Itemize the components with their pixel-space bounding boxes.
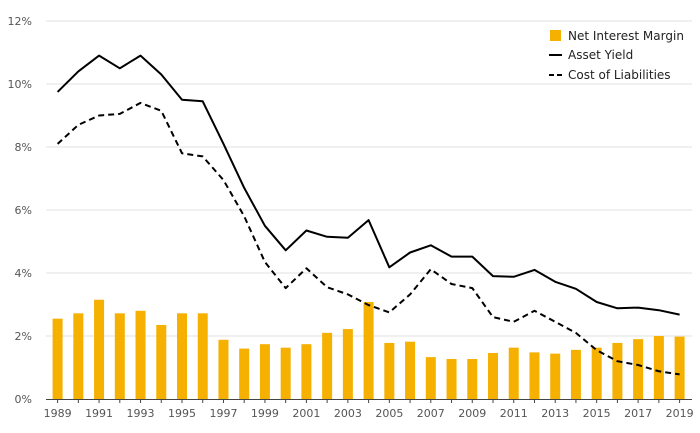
legend-label-asset-yield: Asset Yield (568, 48, 633, 62)
y-tick-label: 4% (15, 267, 32, 280)
bar-2000 (280, 347, 291, 399)
x-tick-label: 1993 (127, 407, 155, 420)
bar-1998 (239, 348, 250, 399)
x-tick-label: 1999 (251, 407, 279, 420)
bar-1994 (156, 324, 167, 399)
legend-label-net-interest-margin: Net Interest Margin (568, 29, 684, 43)
y-tick-label: 8% (15, 141, 32, 154)
bar-2003 (342, 329, 353, 399)
bar-1997 (218, 339, 229, 399)
line-cost-of-liabilities (56, 101, 680, 376)
x-tick-label: 1989 (44, 407, 72, 420)
bar-2018 (653, 336, 664, 399)
bar-1995 (177, 313, 187, 399)
bar-2002 (322, 332, 333, 399)
bar-2008 (446, 358, 457, 399)
bar-2016 (612, 342, 623, 399)
bar-1989 (52, 318, 63, 399)
bar-2004 (363, 301, 374, 399)
y-tick-label: 12% (8, 15, 32, 28)
bar-1996 (197, 313, 208, 399)
bar-1990 (73, 313, 84, 399)
gridlines (46, 20, 692, 337)
bar-2010 (488, 353, 498, 399)
bar-1993 (135, 310, 146, 399)
line-series (56, 54, 680, 376)
legend-label-cost-of-liabilities: Cost of Liabilities (568, 68, 671, 82)
bar-2015 (591, 347, 602, 399)
bar-2007 (425, 357, 436, 399)
x-tick-label: 1997 (209, 407, 237, 420)
y-tick-label: 10% (8, 78, 32, 91)
x-tick-label: 2019 (666, 407, 694, 420)
x-tick-label: 2015 (583, 407, 611, 420)
x-tick-label: 2007 (417, 407, 445, 420)
bar-2006 (405, 341, 416, 399)
bar-2014 (570, 349, 581, 399)
bar-2017 (633, 339, 644, 399)
x-tick-label: 1991 (85, 407, 113, 420)
y-tick-label: 0% (15, 393, 32, 406)
x-tick-label: 2005 (375, 407, 403, 420)
bar-1992 (114, 313, 125, 399)
x-tick-label: 2011 (500, 407, 528, 420)
bar-1991 (94, 299, 105, 399)
bar-2005 (384, 342, 395, 399)
bar-2009 (467, 358, 478, 399)
bar-2019 (674, 336, 685, 399)
x-tick-label: 2003 (334, 407, 362, 420)
x-tick-label: 2009 (458, 407, 486, 420)
bar-1999 (259, 344, 270, 399)
bar-2001 (301, 344, 312, 399)
y-tick-label: 6% (15, 204, 32, 217)
legend-swatch-net-interest-margin (550, 30, 561, 41)
bar-2012 (529, 352, 540, 399)
y-tick-label: 2% (15, 330, 32, 343)
bar-2011 (508, 347, 519, 399)
line-asset-yield (56, 54, 680, 316)
x-tick-label: 2017 (624, 407, 652, 420)
y-axis-ticks: 0% 2% 4% 6% 8% 10% 12% (8, 15, 32, 406)
bar-2013 (550, 353, 561, 399)
x-tick-label: 2013 (541, 407, 569, 420)
x-axis: 1989 1991 1993 1995 1997 1999 2001 2003 2005 2007… (44, 399, 694, 420)
legend: Net Interest Margin Asset Yield Cost of … (549, 29, 684, 82)
bar-series-net-interest-margin (52, 299, 685, 399)
x-tick-label: 1995 (168, 407, 196, 420)
x-tick-label: 2001 (292, 407, 320, 420)
